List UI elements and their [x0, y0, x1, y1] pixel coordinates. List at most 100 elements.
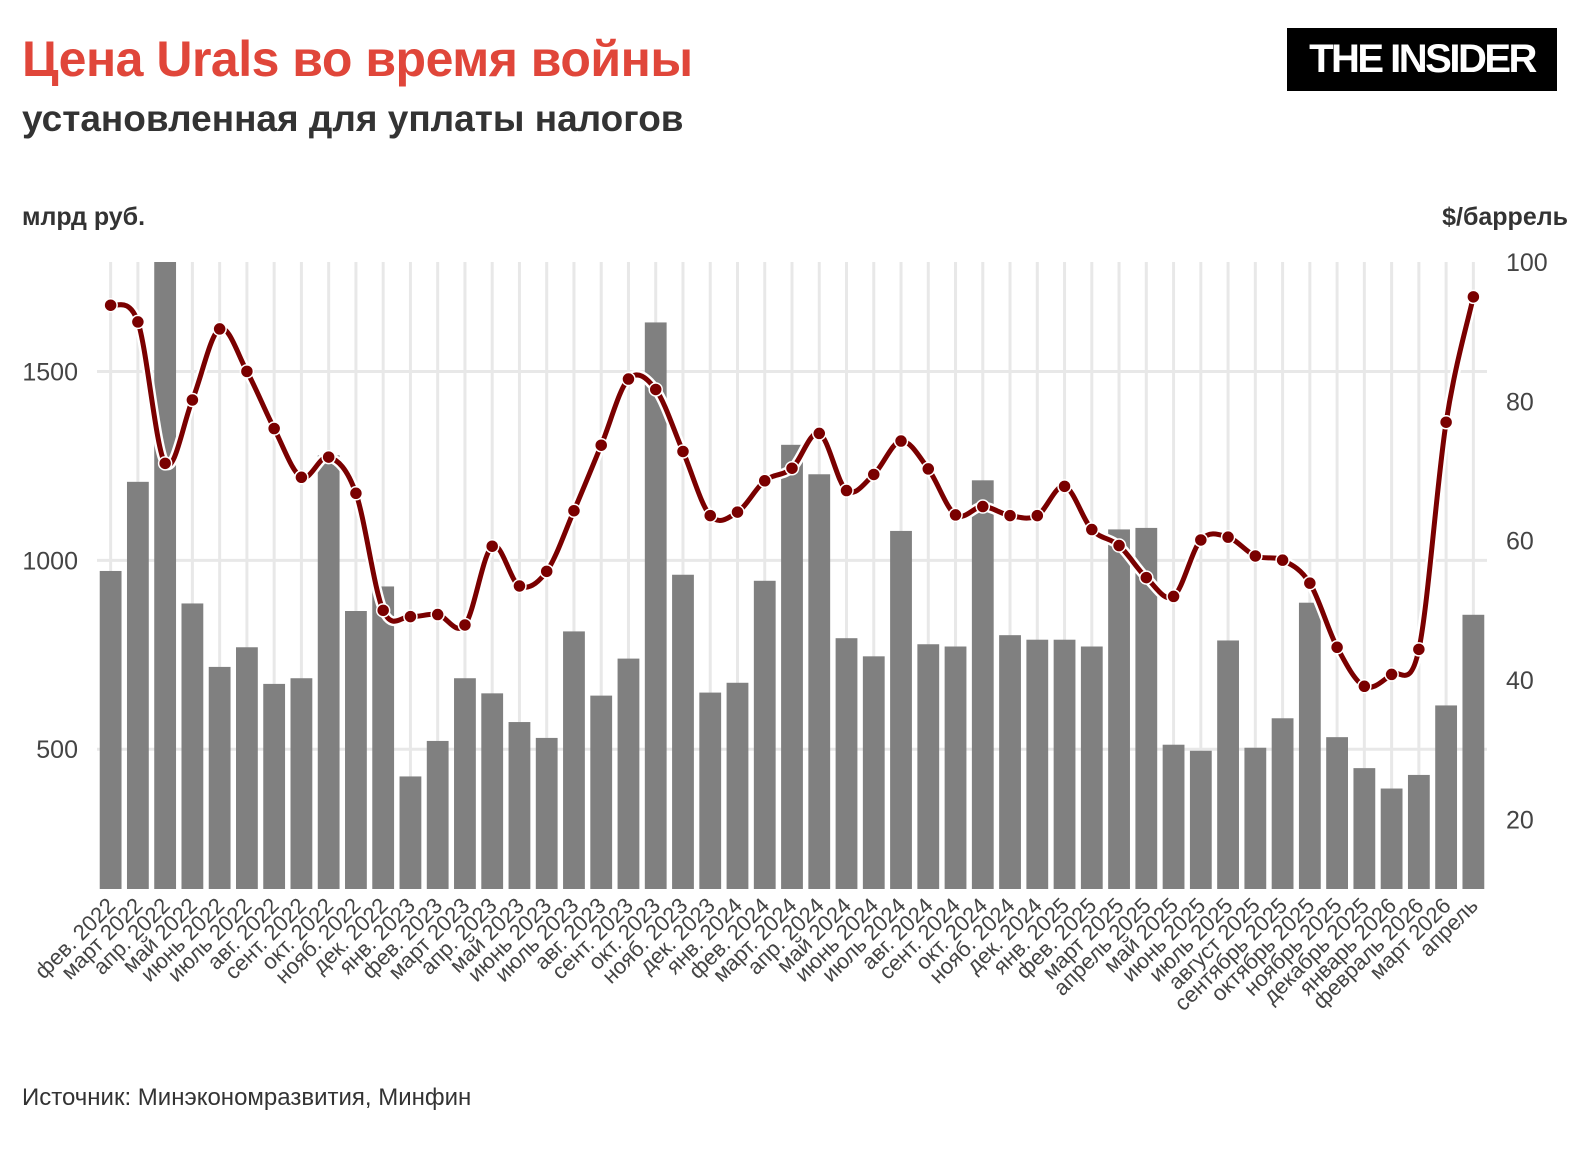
- chart-title: Цена Urals во время войны: [22, 31, 693, 87]
- bar: [753, 580, 776, 889]
- price-point: [348, 486, 364, 501]
- bar: [290, 678, 313, 889]
- bar: [644, 322, 667, 890]
- price-point: [266, 421, 282, 436]
- the-insider-logo: THE INSIDER: [1287, 28, 1557, 91]
- bar: [317, 455, 340, 889]
- price-point: [784, 460, 800, 476]
- bar: [1326, 737, 1348, 889]
- right-tick-label: 60: [1506, 528, 1534, 556]
- right-axis-title: $/баррель: [1442, 203, 1568, 231]
- price-point: [702, 508, 718, 523]
- price-point: [1302, 575, 1318, 591]
- bar: [971, 480, 994, 889]
- price-point: [1193, 532, 1209, 548]
- bar: [426, 740, 449, 889]
- bar: [1053, 639, 1076, 889]
- left-axis-title: млрд руб.: [22, 203, 146, 231]
- bar: [1162, 744, 1185, 889]
- bar: [236, 647, 258, 889]
- bar: [726, 682, 749, 889]
- price-point: [539, 564, 554, 579]
- price-point: [1139, 570, 1154, 585]
- bar: [1135, 527, 1158, 889]
- price-point: [866, 467, 882, 482]
- bar: [1435, 705, 1458, 889]
- bar: [1380, 788, 1403, 889]
- price-point: [512, 578, 527, 594]
- price-point: [1030, 508, 1045, 523]
- left-tick-label: 1500: [22, 359, 78, 387]
- bar: [862, 656, 885, 889]
- bar: [617, 658, 640, 889]
- price-point: [239, 364, 255, 379]
- bar: [481, 693, 504, 889]
- line-series: [103, 289, 1481, 694]
- bar: [208, 666, 231, 889]
- price-point: [1438, 414, 1454, 430]
- price-point: [185, 392, 200, 408]
- bar: [590, 695, 613, 889]
- right-tick-label: 40: [1506, 667, 1534, 695]
- price-point: [730, 504, 745, 520]
- bar-series: [99, 262, 1485, 890]
- bar: [263, 683, 286, 889]
- price-point: [403, 609, 418, 624]
- price-point: [1466, 289, 1481, 305]
- price-point: [675, 444, 691, 459]
- bar: [699, 692, 722, 889]
- bar: [808, 474, 831, 889]
- price-point: [1166, 589, 1181, 604]
- price-point: [1411, 642, 1427, 657]
- price-point: [1057, 479, 1072, 494]
- bar: [1244, 747, 1267, 889]
- bar: [399, 776, 422, 889]
- price-point: [484, 538, 500, 554]
- price-point: [1357, 679, 1372, 694]
- price-point: [593, 437, 609, 453]
- price-point: [375, 603, 391, 618]
- bar: [372, 586, 395, 889]
- bar: [563, 631, 585, 889]
- bar: [1407, 774, 1430, 889]
- right-y-axis: 20 40 60 80 100: [1506, 249, 1548, 834]
- bar: [1026, 639, 1049, 889]
- bar: [1189, 750, 1212, 889]
- bar: [508, 722, 531, 889]
- price-point: [157, 456, 173, 471]
- bar: [917, 644, 940, 889]
- bar: [1080, 646, 1103, 889]
- price-point: [839, 483, 854, 498]
- right-tick-label: 20: [1506, 806, 1534, 834]
- price-point: [103, 297, 118, 313]
- price-point: [321, 449, 336, 465]
- left-y-axis: 500 1000 1500: [22, 359, 78, 765]
- price-point: [457, 617, 473, 633]
- price-point: [812, 426, 827, 441]
- price-point: [975, 499, 991, 514]
- price-point: [893, 433, 909, 449]
- bar: [999, 635, 1021, 889]
- price-point: [130, 314, 146, 330]
- price-point: [1248, 548, 1263, 564]
- bar: [1271, 718, 1294, 889]
- bar: [1462, 614, 1485, 889]
- price-point: [1384, 667, 1399, 682]
- bar: [454, 678, 476, 889]
- chart-subtitle: установленная для уплаты налогов: [22, 98, 684, 139]
- left-tick-label: 500: [36, 736, 78, 764]
- bar: [535, 737, 558, 889]
- bar: [126, 481, 149, 889]
- price-point: [921, 461, 936, 477]
- bar: [1217, 640, 1239, 889]
- price-point: [430, 607, 445, 622]
- price-point: [294, 470, 309, 485]
- bar: [890, 530, 912, 889]
- source-note: Источник: Минэкономразвития, Минфин: [22, 1084, 472, 1111]
- bar: [1353, 768, 1376, 889]
- bar: [181, 603, 204, 889]
- bar: [345, 611, 367, 889]
- bar: [1108, 529, 1130, 889]
